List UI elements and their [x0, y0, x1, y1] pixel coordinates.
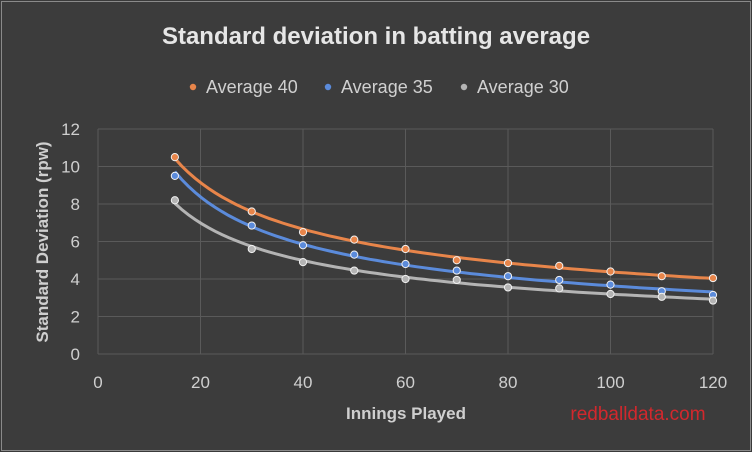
legend-marker-series-2: [324, 83, 332, 91]
data-point-series-2: [350, 250, 359, 259]
legend-marker-series-3: [460, 83, 468, 91]
x-tick-label: 0: [93, 373, 102, 392]
data-point-series-1: [350, 235, 359, 244]
y-tick-label: 0: [71, 345, 80, 364]
data-point-series-2: [606, 280, 615, 289]
data-point-series-3: [606, 289, 615, 299]
x-tick-label: 80: [499, 373, 518, 392]
data-point-series-2: [170, 171, 179, 180]
chart-title: Standard deviation in batting average: [162, 23, 590, 50]
data-point-series-1: [452, 256, 461, 265]
y-tick-label: 6: [71, 233, 80, 252]
legend-label-series-3: Average 30: [477, 77, 569, 97]
trendline-series-1: [173, 157, 714, 280]
y-tick-label: 4: [71, 270, 80, 289]
data-point-series-3: [247, 244, 256, 254]
data-point-series-1: [657, 272, 666, 281]
data-point-series-1: [170, 153, 179, 162]
legend: Average 40 Average 35 Average 30: [189, 77, 569, 97]
x-tick-label: 40: [294, 373, 313, 392]
x-tick-label: 20: [191, 373, 210, 392]
data-point-series-2: [401, 259, 410, 269]
data-point-series-3: [657, 292, 666, 301]
data-point-series-2: [555, 275, 564, 285]
y-tick-label: 10: [61, 158, 80, 177]
data-point-series-2: [298, 241, 308, 250]
data-point-series-3: [503, 283, 513, 292]
legend-label-series-2: Average 35: [341, 77, 433, 97]
trendlines: [173, 157, 714, 301]
x-tick-label: 100: [596, 373, 624, 392]
data-point-series-1: [298, 228, 308, 237]
data-point-series-3: [708, 296, 718, 305]
data-point-series-3: [452, 275, 461, 285]
data-point-series-1: [503, 258, 513, 268]
y-axis-ticks: 0 2 4 6 8 10 12: [61, 120, 80, 364]
trendline-series-3: [173, 202, 714, 301]
x-tick-label: 120: [699, 373, 727, 392]
x-tick-label: 60: [396, 373, 415, 392]
y-tick-label: 8: [71, 195, 80, 214]
y-tick-label: 2: [71, 308, 80, 327]
data-point-series-3: [350, 266, 359, 275]
y-axis-title: Standard Deviation (rpw): [33, 141, 52, 342]
legend-marker-series-1: [189, 83, 197, 91]
y-tick-label: 12: [61, 120, 80, 139]
trendline-series-2: [173, 170, 714, 294]
data-point-series-2: [247, 221, 256, 230]
watermark: redballdata.com: [570, 404, 705, 425]
data-point-series-1: [708, 273, 718, 283]
data-point-series-3: [170, 196, 179, 205]
legend-label-series-1: Average 40: [206, 77, 298, 97]
data-point-series-1: [555, 261, 564, 270]
data-point-series-3: [298, 258, 308, 267]
data-point-series-2: [452, 266, 461, 275]
data-point-series-1: [606, 267, 615, 276]
data-point-series-3: [401, 274, 410, 284]
data-point-series-3: [555, 284, 564, 293]
x-axis-title: Innings Played: [346, 404, 466, 423]
data-point-series-2: [503, 272, 513, 281]
gridlines: [97, 128, 714, 355]
data-point-series-1: [401, 244, 410, 254]
data-points: [170, 153, 718, 305]
data-point-series-1: [247, 207, 256, 216]
x-axis-ticks: 0 20 40 60 80 100 120: [93, 373, 727, 392]
